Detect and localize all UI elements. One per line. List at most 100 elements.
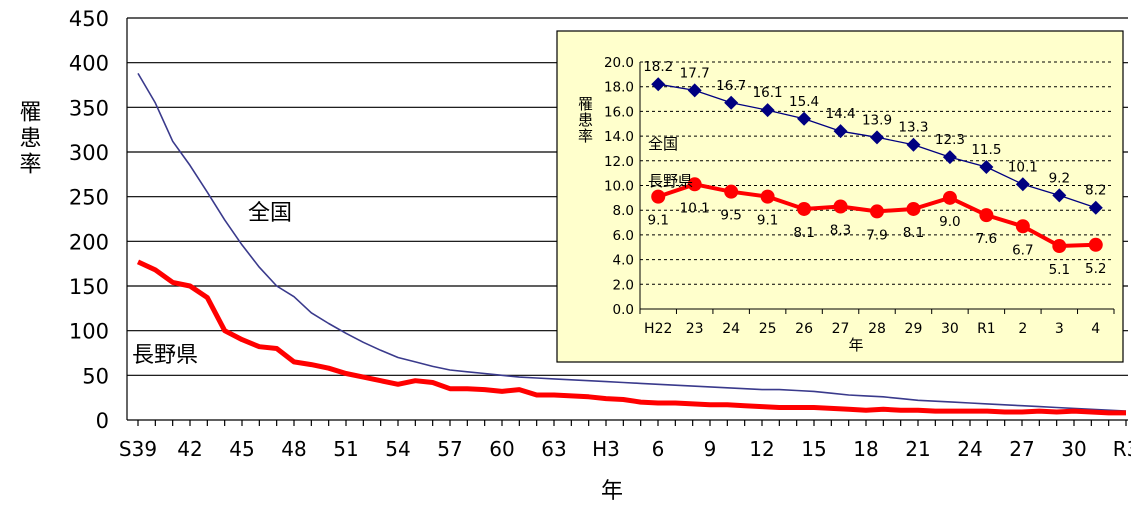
main-series-label: 全国: [248, 201, 292, 226]
main-y-tick-label: 150: [69, 275, 109, 299]
main-y-tick-label: 200: [69, 230, 109, 254]
inset-data-label-national: 16.1: [753, 85, 783, 101]
inset-data-label-nagano: 10.1: [680, 200, 710, 216]
inset-data-label-national: 10.1: [1008, 159, 1038, 175]
main-x-tick-label: 21: [905, 437, 930, 461]
inset-data-label-nagano: 6.7: [1012, 242, 1033, 258]
inset-marker-nagano: [797, 202, 811, 216]
inset-data-label-national: 9.2: [1049, 170, 1070, 186]
inset-data-label-nagano: 5.1: [1049, 262, 1070, 278]
main-x-tick-label: 18: [853, 437, 878, 461]
main-x-tick-label: 48: [281, 437, 306, 461]
main-x-tick-label: S39: [119, 437, 157, 461]
main-x-tick-label: 57: [437, 437, 462, 461]
inset-marker-nagano: [1089, 238, 1103, 252]
main-x-tick-label: 30: [1061, 437, 1086, 461]
main-x-tick-label: 27: [1009, 437, 1034, 461]
inset-data-label-nagano: 9.0: [939, 214, 960, 230]
inset-x-tick-label: 27: [832, 321, 850, 337]
inset-marker-nagano: [1052, 239, 1066, 253]
inset-x-tick-label: R1: [977, 321, 996, 337]
inset-data-label-national: 12.3: [935, 132, 965, 148]
main-x-tick-label: 51: [333, 437, 358, 461]
main-x-tick-label: 6: [652, 437, 665, 461]
inset-data-label-national: 14.4: [826, 106, 856, 122]
inset-x-tick-label: 26: [795, 321, 813, 337]
main-x-tick-label: 42: [177, 437, 202, 461]
main-series-label: 長野県: [132, 343, 198, 368]
main-y-tick-label: 250: [69, 186, 109, 210]
inset-marker-nagano: [834, 199, 848, 213]
inset-marker-nagano: [1016, 219, 1030, 233]
inset-marker-nagano: [651, 190, 665, 204]
main-y-tick-label: 400: [69, 52, 109, 76]
inset-y-tick-label: 12.0: [604, 154, 634, 170]
inset-x-tick-label: 2: [1018, 321, 1027, 337]
inset-marker-nagano: [943, 191, 957, 205]
main-y-tick-label: 50: [82, 364, 109, 388]
inset-marker-nagano: [761, 190, 775, 204]
inset-data-label-nagano: 7.9: [866, 227, 887, 243]
main-x-tick-label: R3: [1113, 437, 1131, 461]
main-x-tick-label: 15: [801, 437, 826, 461]
inset-y-axis-label: 罹患率: [576, 96, 594, 144]
inset-data-label-national: 16.7: [716, 78, 746, 94]
inset-y-tick-label: 18.0: [604, 80, 634, 96]
inset-data-label-nagano: 8.3: [830, 222, 851, 238]
inset-y-tick-label: 14.0: [604, 129, 634, 145]
main-y-tick-label: 100: [69, 320, 109, 344]
inset-data-label-nagano: 9.1: [647, 213, 668, 229]
inset-x-tick-label: 24: [722, 321, 740, 337]
inset-data-label-nagano: 8.1: [903, 225, 924, 241]
inset-x-tick-label: 3: [1055, 321, 1064, 337]
inset-data-label-nagano: 7.6: [976, 231, 997, 247]
inset-y-tick-label: 2.0: [613, 277, 634, 293]
main-y-axis-label: 罹患率: [16, 100, 42, 178]
inset-x-tick-label: 30: [941, 321, 959, 337]
inset-data-label-national: 17.7: [680, 65, 710, 81]
inset-data-label-national: 8.2: [1085, 183, 1106, 199]
inset-data-label-national: 18.2: [643, 59, 673, 75]
main-y-tick-label: 350: [69, 96, 109, 120]
inset-series-label: 長野県: [648, 172, 693, 190]
inset-data-label-nagano: 8.1: [793, 225, 814, 241]
inset-x-tick-label: 29: [905, 321, 923, 337]
inset-x-tick-label: H22: [644, 321, 672, 337]
inset-y-tick-label: 0.0: [613, 302, 634, 318]
main-x-tick-label: 9: [704, 437, 717, 461]
inset-marker-nagano: [870, 204, 884, 218]
main-x-tick-label: 60: [489, 437, 514, 461]
inset-data-label-nagano: 9.5: [720, 208, 741, 224]
inset-y-tick-label: 6.0: [613, 228, 634, 244]
main-x-tick-label: 45: [229, 437, 254, 461]
inset-marker-nagano: [724, 185, 738, 199]
inset-marker-nagano: [906, 202, 920, 216]
inset-x-tick-label: 23: [686, 321, 704, 337]
main-y-tick-label: 300: [69, 141, 109, 165]
inset-data-label-nagano: 5.2: [1085, 261, 1106, 277]
inset-x-axis-label: 年: [848, 336, 863, 354]
inset-data-label-national: 13.3: [898, 120, 928, 136]
inset-y-tick-label: 20.0: [604, 55, 634, 71]
inset-data-label-national: 15.4: [789, 94, 819, 110]
main-x-tick-label: 12: [749, 437, 774, 461]
main-x-tick-label: H3: [592, 437, 620, 461]
inset-y-tick-label: 4.0: [613, 253, 634, 269]
inset-data-label-nagano: 9.1: [757, 213, 778, 229]
inset-series-label: 全国: [648, 135, 678, 153]
main-x-axis-label: 年: [601, 479, 623, 504]
inset-y-tick-label: 10.0: [604, 179, 634, 195]
inset-x-tick-label: 28: [868, 321, 886, 337]
inset-frame: [557, 31, 1123, 362]
main-x-tick-label: 24: [957, 437, 982, 461]
main-y-tick-label: 450: [69, 7, 109, 31]
main-x-tick-label: 63: [541, 437, 566, 461]
main-y-tick-label: 0: [96, 409, 109, 433]
main-x-tick-label: 54: [385, 437, 410, 461]
inset-data-label-national: 13.9: [862, 112, 892, 128]
inset-y-tick-label: 16.0: [604, 104, 634, 120]
inset-y-tick-label: 8.0: [613, 203, 634, 219]
inset-marker-nagano: [979, 208, 993, 222]
inset-x-tick-label: 4: [1091, 321, 1100, 337]
